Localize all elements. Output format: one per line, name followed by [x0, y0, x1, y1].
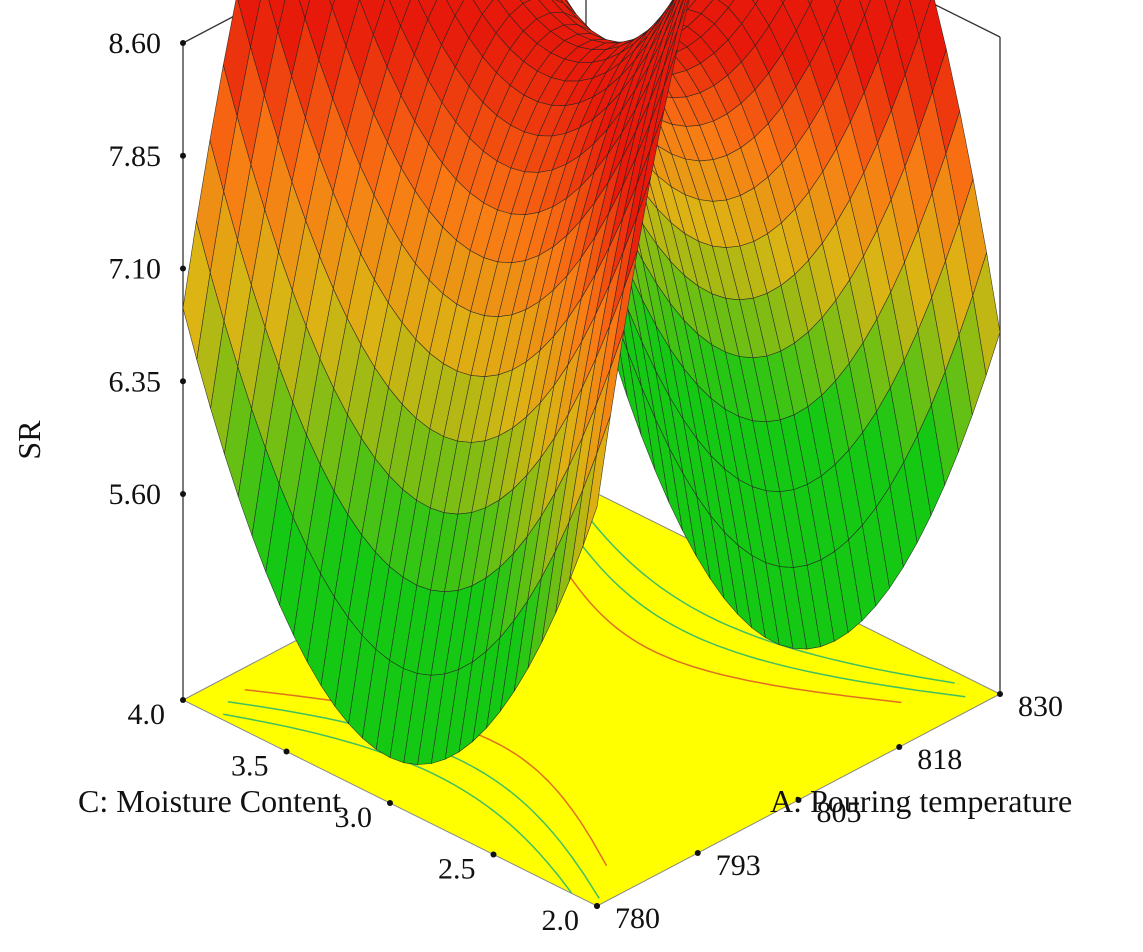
z-tick-mark [180, 40, 186, 46]
surface-facet [717, 0, 735, 8]
x-tick-label: 830 [1018, 690, 1063, 723]
surface-facet [582, 415, 611, 546]
x-tick-label: 793 [716, 849, 761, 882]
surface-facet [859, 0, 871, 16]
y-tick-label: 2.0 [542, 904, 580, 937]
z-tick-label: 7.85 [109, 140, 162, 173]
surface-facet [909, 0, 931, 37]
y-tick-mark [283, 748, 290, 755]
z-tick-label: 6.35 [109, 365, 162, 398]
x-tick-mark [997, 691, 1003, 697]
x-tick-mark [896, 744, 903, 750]
surface-facet [755, 0, 784, 27]
y-tick-label: 3.0 [335, 801, 373, 834]
surface-facet [780, 0, 785, 4]
surface-facet [884, 0, 901, 25]
surface-facet [299, 0, 311, 20]
x-tick-mark [694, 850, 701, 856]
y-tick-mark [594, 903, 600, 909]
response-surface [182, 0, 1001, 765]
y-tick-mark [180, 697, 186, 703]
surface-facet [329, 0, 335, 9]
surface-facet [751, 0, 759, 5]
z-tick-mark [180, 378, 186, 385]
x-tick-mark [795, 797, 802, 803]
z-axis-title: SR [11, 420, 47, 460]
z-tick-mark [180, 265, 186, 272]
y-tick-label: 2.5 [438, 853, 476, 886]
z-tick-label: 7.10 [109, 253, 162, 286]
x-tick-label: 805 [817, 796, 862, 829]
surface-facet [807, 0, 813, 6]
z-tick-label: 5.60 [109, 478, 162, 511]
surface-facet [268, 0, 286, 33]
y-tick-label: 4.0 [128, 698, 166, 731]
y-tick-mark [387, 800, 393, 806]
z-tick-mark [180, 152, 186, 159]
axis-ticks: 5.60 6.35 7.10 7.85 8.60 780 793 805 818 830 2.0 2.… [109, 27, 1064, 937]
z-tick-label: 8.60 [109, 27, 162, 60]
y-tick-mark [490, 851, 497, 858]
x-axis-title: A: Pouring temperature [770, 783, 1072, 819]
surface-facet [782, 0, 811, 32]
surface-facet [833, 0, 842, 10]
surface-facet [809, 0, 838, 39]
y-axis-title: C: Moisture Content [78, 783, 341, 819]
y-tick-label: 3.5 [231, 750, 269, 783]
z-tick-mark [180, 491, 186, 497]
x-tick-label: 818 [917, 743, 962, 776]
x-tick-label: 780 [615, 902, 660, 935]
